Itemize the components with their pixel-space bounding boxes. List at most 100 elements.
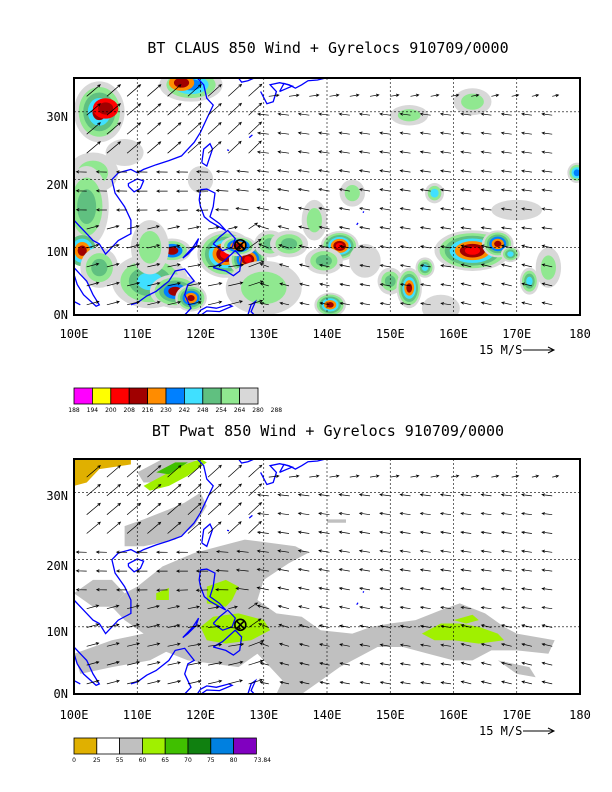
cloud-patch	[326, 302, 334, 308]
wind-vector	[480, 188, 492, 192]
wind-vector	[521, 549, 532, 553]
wind-vector	[75, 170, 87, 174]
wind-vector	[127, 281, 141, 287]
wind-vector	[359, 681, 371, 685]
wind-vector	[196, 170, 209, 174]
wind-vector	[500, 493, 512, 497]
wind-vector	[501, 301, 512, 306]
wind-vector	[500, 112, 512, 116]
coastline	[248, 514, 253, 519]
wind-vector	[541, 169, 553, 173]
lon-label: 100E	[60, 708, 89, 722]
wind-vector	[127, 225, 140, 230]
wind-vector	[147, 244, 161, 249]
panel1-map	[73, 77, 581, 316]
wind-vector	[277, 112, 290, 116]
wind-vector	[318, 188, 330, 192]
wind-vector	[358, 112, 371, 116]
wind-vector	[208, 282, 223, 287]
wind-vector	[86, 521, 101, 534]
wind-vector	[187, 282, 202, 287]
wind-vector	[207, 83, 222, 97]
wind-vector	[460, 226, 472, 230]
wind-vector	[228, 605, 238, 610]
wind-vector	[541, 282, 553, 287]
wind-vector	[338, 188, 350, 192]
wind-vector	[500, 642, 512, 647]
wind-vector	[338, 511, 350, 516]
wind-vector	[399, 624, 411, 628]
wind-vector	[339, 662, 350, 666]
colorbar-swatch	[110, 387, 130, 405]
wind-vector	[359, 225, 371, 230]
wind-vector	[106, 103, 122, 116]
pwat-high-area	[453, 614, 479, 624]
wind-vector	[248, 602, 259, 609]
wind-vector	[440, 530, 452, 534]
wind-vector	[207, 102, 222, 116]
wind-vector	[279, 680, 290, 685]
wind-vector	[248, 520, 262, 534]
wind-vector	[358, 568, 371, 572]
wind-vector	[187, 225, 200, 230]
wind-vector	[187, 661, 202, 666]
wind-vector	[167, 483, 182, 497]
wind-vector	[95, 208, 107, 212]
gyreloc-circle	[234, 618, 247, 632]
cloud-patch	[344, 185, 360, 202]
wind-vector	[95, 189, 107, 193]
wind-vector	[500, 549, 512, 553]
wind-vector	[399, 150, 411, 154]
wind-vector	[86, 679, 100, 685]
wind-vector	[156, 588, 168, 592]
wind-vector	[339, 301, 350, 306]
wind-vector	[86, 502, 101, 515]
wind-vector	[228, 464, 243, 478]
wind-vector	[460, 150, 472, 154]
wind-vector	[167, 642, 181, 647]
wind-vector	[299, 301, 310, 306]
pwat-moist-area	[124, 492, 207, 547]
wind-vector	[248, 678, 264, 685]
wind-vector	[420, 302, 431, 306]
wind-vector	[329, 93, 340, 97]
wind-vector	[318, 112, 330, 116]
lon-label: 130E	[249, 708, 278, 722]
wind-vector	[147, 483, 162, 497]
wind-vector	[187, 624, 201, 628]
wind-vector	[491, 474, 500, 478]
lon-label: 150E	[376, 327, 405, 341]
wind-vector	[419, 549, 431, 553]
wind-vector	[257, 493, 269, 497]
wind-vector	[86, 84, 101, 97]
wind-vector	[207, 121, 222, 135]
wind-vector	[277, 187, 290, 192]
panel1-ref-vector-arrow	[523, 346, 556, 354]
colorbar-label: 288	[271, 407, 283, 414]
wind-vector	[259, 301, 269, 306]
wind-vector	[147, 281, 161, 287]
colorbar-label: 230	[160, 407, 172, 414]
wind-vector	[298, 624, 310, 628]
wind-vector	[208, 263, 223, 268]
coastline	[127, 558, 145, 573]
wind-vector	[541, 512, 553, 516]
wind-vector	[115, 569, 128, 573]
wind-vector	[318, 131, 330, 135]
wind-vector	[521, 512, 532, 516]
wind-vector	[228, 225, 238, 230]
wind-vector	[399, 188, 411, 192]
lon-label: 110E	[123, 327, 152, 341]
wind-vector	[338, 624, 350, 628]
wind-vector	[500, 244, 512, 249]
wind-vector	[298, 642, 310, 647]
wind-vector	[318, 511, 330, 516]
coastline	[226, 149, 230, 152]
wind-vector	[147, 604, 160, 610]
wind-vector	[127, 604, 140, 610]
wind-vector	[86, 464, 101, 478]
wind-vector	[187, 521, 202, 534]
wind-vector	[319, 301, 330, 306]
wind-vector	[379, 643, 391, 647]
